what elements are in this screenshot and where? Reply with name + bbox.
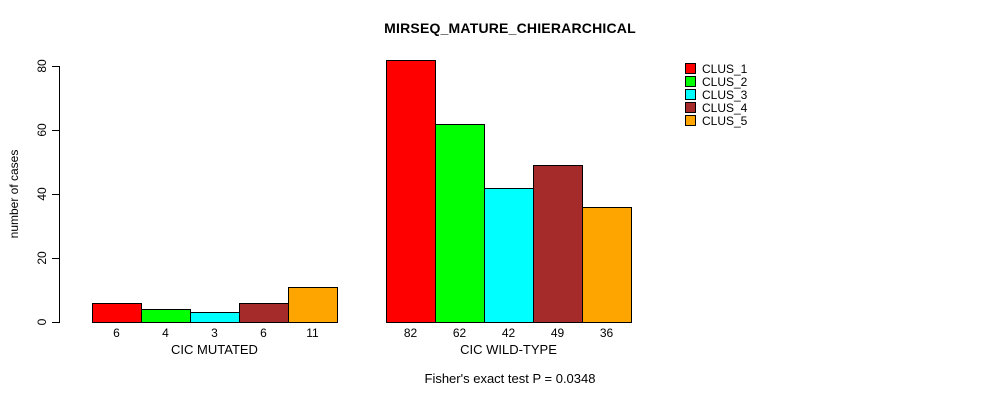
legend-label: CLUS_5 (702, 113, 748, 128)
legend-swatch-icon (685, 63, 696, 74)
bar-clus_3-group-1 (190, 312, 240, 323)
group-label-2: CIC WILD-TYPE (460, 342, 557, 357)
y-axis-title: number of cases (7, 149, 21, 239)
group-label-1: CIC MUTATED (171, 342, 258, 357)
legend-label: CLUS_4 (702, 100, 748, 115)
legend-swatch-icon (685, 102, 696, 113)
y-tick-label: 40 (35, 187, 49, 201)
bar-value-label: 42 (501, 326, 516, 340)
legend-swatch-icon (685, 76, 696, 87)
y-tick-label: 60 (35, 123, 49, 137)
legend-entry-clus_4: CLUS_4 (685, 100, 748, 115)
bar-value-label: 36 (599, 326, 614, 340)
chart-title: MIRSEQ_MATURE_CHIERARCHICAL (384, 20, 636, 36)
bar-clus_1-group-1 (92, 303, 142, 323)
y-tick-label: 0 (35, 318, 49, 326)
legend-label: CLUS_1 (702, 61, 748, 76)
y-tick-mark (52, 322, 59, 323)
legend-entry-clus_1: CLUS_1 (685, 61, 748, 76)
bar-value-label: 82 (403, 326, 418, 340)
y-tick-mark (52, 194, 59, 195)
bar-clus_2-group-1 (141, 309, 191, 323)
y-tick-mark (52, 130, 59, 131)
bar-clus_4-group-1 (239, 303, 289, 323)
legend-swatch-icon (685, 89, 696, 100)
bar-value-label: 49 (550, 326, 565, 340)
bar-clus_4-group-2 (533, 165, 583, 323)
legend-label: CLUS_3 (702, 87, 748, 102)
legend: CLUS_1 CLUS_2 CLUS_3 CLUS_4 CLUS_5 (685, 61, 748, 128)
y-tick-label: 20 (35, 251, 49, 265)
y-tick-mark (52, 258, 59, 259)
bar-clus_5-group-1 (288, 287, 338, 323)
bar-value-label: 6 (113, 326, 120, 340)
bar-value-label: 6 (260, 326, 267, 340)
bar-clus_1-group-2 (386, 60, 436, 323)
bar-value-label: 4 (162, 326, 169, 340)
bar-value-label: 3 (211, 326, 218, 340)
footer-annotation: Fisher's exact test P = 0.0348 (424, 371, 596, 386)
bar-value-label: 11 (306, 326, 319, 340)
bar-clus_2-group-2 (435, 124, 485, 323)
legend-entry-clus_3: CLUS_3 (685, 87, 748, 102)
legend-entry-clus_2: CLUS_2 (685, 74, 748, 89)
y-tick-label: 80 (35, 59, 49, 73)
y-tick-mark (52, 66, 59, 67)
legend-swatch-icon (685, 115, 696, 126)
legend-entry-clus_5: CLUS_5 (685, 113, 748, 128)
legend-label: CLUS_2 (702, 74, 748, 89)
bar-clus_5-group-2 (582, 207, 632, 323)
bar-clus_3-group-2 (484, 188, 534, 323)
bar-value-label: 62 (452, 326, 467, 340)
y-axis-line (59, 66, 60, 323)
